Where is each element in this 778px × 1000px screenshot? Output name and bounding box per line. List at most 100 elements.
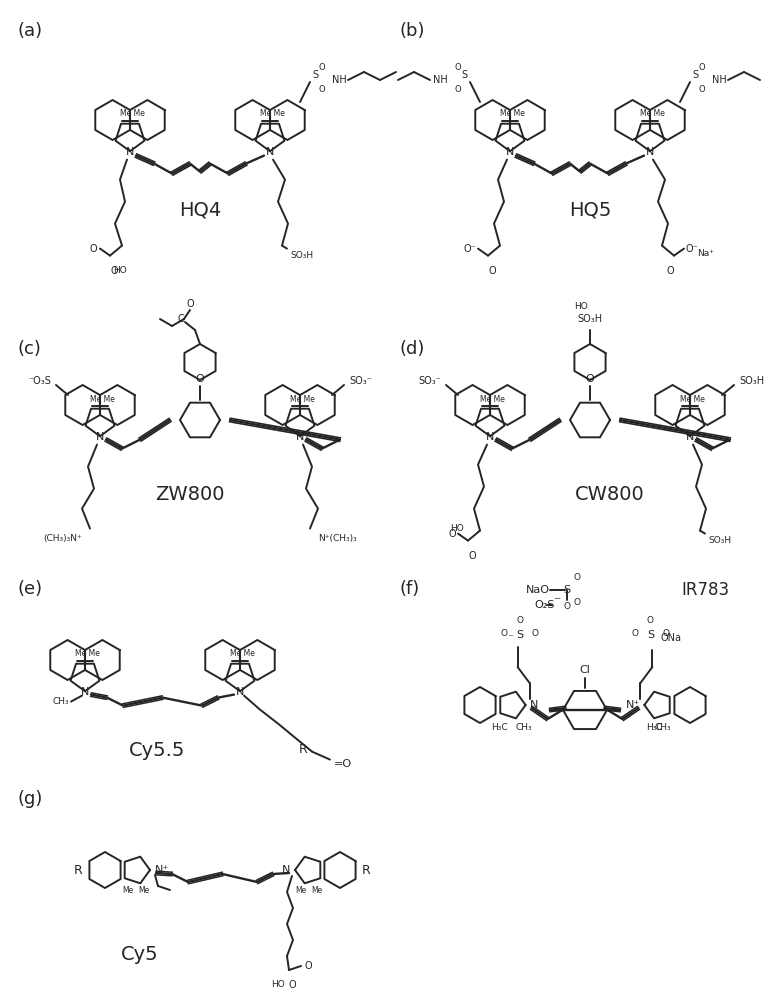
Text: ⁻O₃S: ⁻O₃S <box>28 376 51 386</box>
Text: O: O <box>500 629 507 638</box>
Text: SO₃⁻: SO₃⁻ <box>349 376 372 386</box>
Text: O: O <box>89 244 97 254</box>
Text: Me Me: Me Me <box>289 394 314 403</box>
Text: Me Me: Me Me <box>75 650 100 658</box>
Text: CH₃: CH₃ <box>52 697 69 706</box>
Text: NH: NH <box>332 75 347 85</box>
Text: (d): (d) <box>400 340 426 358</box>
Text: O: O <box>195 374 205 384</box>
Text: SO₃H: SO₃H <box>290 251 313 260</box>
Text: O: O <box>699 85 706 94</box>
Text: H₃C: H₃C <box>491 723 507 732</box>
Text: Me Me: Me Me <box>230 650 254 658</box>
Text: HQ4: HQ4 <box>179 200 221 220</box>
Text: O: O <box>647 616 654 625</box>
Text: S: S <box>312 70 318 80</box>
Text: O: O <box>448 529 456 539</box>
Text: O: O <box>319 85 325 94</box>
Text: HO: HO <box>114 266 127 275</box>
Text: O: O <box>662 629 669 638</box>
Text: O: O <box>454 85 461 94</box>
Text: SO₃H: SO₃H <box>577 314 603 324</box>
Text: Me Me: Me Me <box>89 394 114 403</box>
Text: HO: HO <box>574 302 588 311</box>
Text: (g): (g) <box>18 790 44 808</box>
Text: Cy5.5: Cy5.5 <box>129 740 185 760</box>
Text: Me: Me <box>311 886 322 895</box>
Text: O: O <box>573 573 580 582</box>
Text: N⁺: N⁺ <box>626 700 640 710</box>
Text: O: O <box>288 980 296 990</box>
Text: NH: NH <box>712 75 727 85</box>
Text: O: O <box>305 961 313 971</box>
Text: R: R <box>300 743 308 756</box>
Text: (a): (a) <box>18 22 43 40</box>
Text: =O: =O <box>334 759 352 769</box>
Text: IR783: IR783 <box>682 581 730 599</box>
Text: S: S <box>692 70 698 80</box>
Text: Me: Me <box>296 886 307 895</box>
Text: N: N <box>506 147 514 157</box>
Text: (e): (e) <box>18 580 43 598</box>
Text: O: O <box>586 374 594 384</box>
Text: Me Me: Me Me <box>640 109 664 118</box>
Text: O: O <box>186 299 194 309</box>
Text: N: N <box>96 432 104 442</box>
Text: O⁻: O⁻ <box>686 244 699 254</box>
Text: (c): (c) <box>18 340 42 358</box>
Text: N: N <box>485 432 494 442</box>
Text: N: N <box>282 865 290 875</box>
Text: R: R <box>74 863 83 876</box>
Text: ONa: ONa <box>661 633 682 643</box>
Text: S: S <box>516 630 523 640</box>
Text: ⁻: ⁻ <box>508 633 513 643</box>
Text: O₂S: O₂S <box>534 600 555 610</box>
Text: SO₃H: SO₃H <box>739 376 764 386</box>
Text: HO: HO <box>272 980 285 989</box>
Text: S: S <box>462 70 468 80</box>
Text: Me: Me <box>138 886 149 895</box>
Text: N: N <box>266 147 274 157</box>
Text: O⁻: O⁻ <box>463 244 476 254</box>
Text: ZW800: ZW800 <box>156 486 225 504</box>
Text: N: N <box>236 687 244 697</box>
Text: N: N <box>686 432 694 442</box>
Text: N⁺(CH₃)₃: N⁺(CH₃)₃ <box>318 534 357 543</box>
Text: (b): (b) <box>400 22 426 40</box>
Text: Me Me: Me Me <box>499 109 524 118</box>
Text: HO: HO <box>450 524 464 533</box>
Text: O: O <box>632 629 639 638</box>
Text: CW800: CW800 <box>575 486 645 504</box>
Text: CH₃: CH₃ <box>654 723 671 732</box>
Text: C: C <box>177 314 184 324</box>
Text: O: O <box>468 551 476 561</box>
Text: HQ5: HQ5 <box>569 200 612 220</box>
Text: Me Me: Me Me <box>479 394 504 403</box>
Text: O: O <box>516 616 523 625</box>
Text: S: S <box>647 630 654 640</box>
Text: Me Me: Me Me <box>260 109 285 118</box>
Text: N: N <box>530 700 538 710</box>
Text: N: N <box>81 687 89 697</box>
Text: O: O <box>319 63 325 72</box>
Text: NH: NH <box>433 75 448 85</box>
Text: S: S <box>563 585 570 595</box>
Text: N: N <box>646 147 654 157</box>
Text: N: N <box>296 432 304 442</box>
Text: SO₃⁻: SO₃⁻ <box>418 376 441 386</box>
Text: N: N <box>126 147 134 157</box>
Text: NaO: NaO <box>526 585 550 595</box>
Text: Na⁺: Na⁺ <box>697 249 714 258</box>
Text: Me: Me <box>123 886 134 895</box>
Text: O: O <box>454 63 461 72</box>
Text: SO₃H: SO₃H <box>708 536 731 545</box>
Text: ⁻: ⁻ <box>552 595 560 609</box>
Text: O: O <box>573 598 580 607</box>
Text: Cl: Cl <box>580 665 591 675</box>
Text: O: O <box>531 629 538 638</box>
Text: Me Me: Me Me <box>679 394 704 403</box>
Text: O: O <box>666 266 674 276</box>
Text: CH₃: CH₃ <box>516 723 532 732</box>
Text: N⁺: N⁺ <box>155 865 170 875</box>
Text: O: O <box>699 63 706 72</box>
